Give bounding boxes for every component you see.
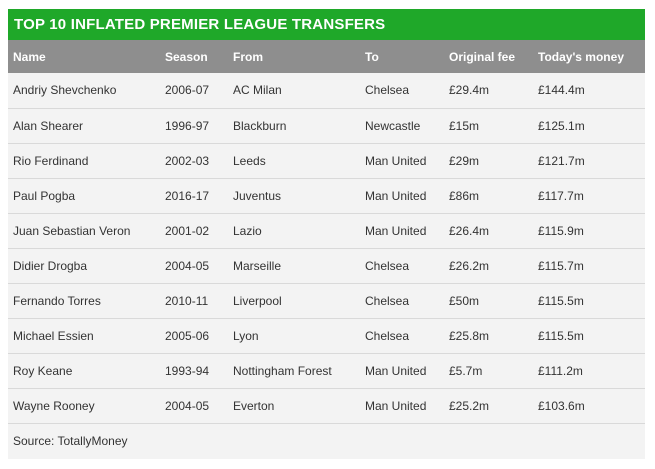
cell-from: Lyon <box>233 328 259 343</box>
cell-name: Roy Keane <box>13 363 73 378</box>
cell-todays-money: £103.6m <box>538 398 585 413</box>
table-row: Roy Keane 1993-94 Nottingham Forest Man … <box>8 353 645 388</box>
table-row: Juan Sebastian Veron 2001-02 Lazio Man U… <box>8 213 645 248</box>
column-header-from: From <box>233 49 263 64</box>
cell-original-fee: £15m <box>449 118 480 133</box>
cell-todays-money: £115.5m <box>538 293 584 308</box>
cell-to: Chelsea <box>365 258 410 273</box>
column-header-season: Season <box>165 49 208 64</box>
table-row: Wayne Rooney 2004-05 Everton Man United … <box>8 388 645 423</box>
column-header-name: Name <box>13 49 46 64</box>
table-row: Didier Drogba 2004-05 Marseille Chelsea … <box>8 248 645 283</box>
cell-original-fee: £26.4m <box>449 223 490 238</box>
cell-to: Man United <box>365 153 427 168</box>
cell-from: Leeds <box>233 153 266 168</box>
cell-to: Man United <box>365 363 427 378</box>
cell-original-fee: £29.4m <box>449 83 490 98</box>
cell-from: Everton <box>233 398 275 413</box>
cell-todays-money: £144.4m <box>538 83 585 98</box>
cell-season: 2006-07 <box>165 83 210 98</box>
cell-to: Chelsea <box>365 293 410 308</box>
cell-name: Wayne Rooney <box>13 398 95 413</box>
cell-season: 1993-94 <box>165 363 210 378</box>
table-body: Andriy Shevchenko 2006-07 AC Milan Chels… <box>8 73 645 423</box>
cell-todays-money: £125.1m <box>538 118 585 133</box>
cell-name: Paul Pogba <box>13 188 76 203</box>
cell-from: Juventus <box>233 188 282 203</box>
cell-name: Michael Essien <box>13 328 94 343</box>
header-row: Name Season From To Original fee Today's… <box>8 40 645 73</box>
cell-name: Fernando Torres <box>13 293 101 308</box>
cell-todays-money: £111.2m <box>538 363 583 378</box>
cell-from: Liverpool <box>233 293 282 308</box>
cell-original-fee: £5.7m <box>449 363 483 378</box>
column-header-original-fee: Original fee <box>449 49 516 64</box>
cell-season: 2010-11 <box>165 293 209 308</box>
cell-to: Man United <box>365 188 427 203</box>
cell-todays-money: £121.7m <box>538 153 585 168</box>
cell-season: 2005-06 <box>165 328 210 343</box>
table-row: Fernando Torres 2010-11 Liverpool Chelse… <box>8 283 645 318</box>
cell-name: Juan Sebastian Veron <box>13 223 131 238</box>
table-row: Michael Essien 2005-06 Lyon Chelsea £25.… <box>8 318 645 353</box>
cell-todays-money: £115.9m <box>538 223 584 238</box>
cell-season: 1996-97 <box>165 118 210 133</box>
cell-original-fee: £25.2m <box>449 398 490 413</box>
cell-todays-money: £117.7m <box>538 188 584 203</box>
table-title: TOP 10 INFLATED PREMIER LEAGUE TRANSFERS <box>8 9 645 40</box>
cell-todays-money: £115.7m <box>538 258 584 273</box>
cell-original-fee: £86m <box>449 188 480 203</box>
cell-from: Nottingham Forest <box>233 363 332 378</box>
column-header-todays-money: Today's money <box>538 49 624 64</box>
table-header: Name Season From To Original fee Today's… <box>8 40 645 73</box>
cell-to: Man United <box>365 398 427 413</box>
column-header-to: To <box>365 49 379 64</box>
cell-original-fee: £25.8m <box>449 328 490 343</box>
cell-to: Newcastle <box>365 118 421 133</box>
cell-name: Andriy Shevchenko <box>13 83 117 98</box>
table-row: Andriy Shevchenko 2006-07 AC Milan Chels… <box>8 73 645 108</box>
table-row: Rio Ferdinand 2002-03 Leeds Man United £… <box>8 143 645 178</box>
cell-to: Chelsea <box>365 83 410 98</box>
cell-name: Rio Ferdinand <box>13 153 89 168</box>
cell-to: Man United <box>365 223 427 238</box>
table-row: Paul Pogba 2016-17 Juventus Man United £… <box>8 178 645 213</box>
transfers-table-card: TOP 10 INFLATED PREMIER LEAGUE TRANSFERS… <box>8 9 645 459</box>
cell-original-fee: £26.2m <box>449 258 490 273</box>
cell-original-fee: £50m <box>449 293 480 308</box>
cell-from: Lazio <box>233 223 262 238</box>
cell-from: Marseille <box>233 258 282 273</box>
cell-name: Alan Shearer <box>13 118 84 133</box>
cell-original-fee: £29m <box>449 153 480 168</box>
cell-season: 2016-17 <box>165 188 210 203</box>
transfers-table: Name Season From To Original fee Today's… <box>8 40 645 424</box>
cell-name: Didier Drogba <box>13 258 88 273</box>
cell-from: AC Milan <box>233 83 282 98</box>
cell-from: Blackburn <box>233 118 287 133</box>
cell-season: 2004-05 <box>165 398 210 413</box>
cell-season: 2004-05 <box>165 258 210 273</box>
table-row: Alan Shearer 1996-97 Blackburn Newcastle… <box>8 108 645 143</box>
cell-todays-money: £115.5m <box>538 328 584 343</box>
source-note: Source: TotallyMoney <box>8 423 645 459</box>
cell-season: 2001-02 <box>165 223 210 238</box>
cell-season: 2002-03 <box>165 153 210 168</box>
cell-to: Chelsea <box>365 328 410 343</box>
